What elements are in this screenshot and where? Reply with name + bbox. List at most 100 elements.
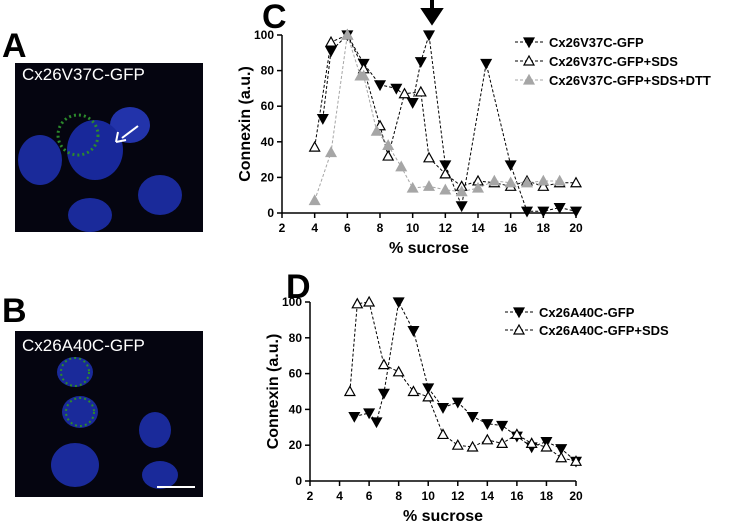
y-tick-label: 0 xyxy=(295,474,302,488)
x-tick-label: 18 xyxy=(537,221,551,235)
x-tick-label: 16 xyxy=(504,221,518,235)
marker xyxy=(504,160,517,172)
marker xyxy=(373,80,387,92)
marker xyxy=(555,451,568,463)
marker xyxy=(439,167,452,179)
x-tick-label: 6 xyxy=(344,221,351,235)
x-tick-label: 4 xyxy=(311,221,318,235)
legend-marker xyxy=(512,307,526,319)
marker xyxy=(466,411,479,423)
marker xyxy=(451,438,464,450)
marker xyxy=(520,176,534,188)
legend-marker xyxy=(522,73,536,85)
x-tick-label: 2 xyxy=(307,489,314,503)
marker xyxy=(555,444,568,456)
y-tick-label: 0 xyxy=(267,206,274,220)
marker xyxy=(341,28,354,40)
marker xyxy=(395,160,408,172)
y-tick-label: 80 xyxy=(289,331,303,345)
image-caption: Cx26A40C-GFP xyxy=(22,336,145,355)
legend-label: Cx26V37C-GFP xyxy=(549,35,644,50)
marker xyxy=(377,388,390,400)
marker xyxy=(363,408,376,420)
marker xyxy=(363,295,376,307)
marker xyxy=(343,385,356,397)
marker xyxy=(451,397,464,409)
marker xyxy=(382,139,395,150)
marker xyxy=(370,124,383,136)
x-tick-label: 8 xyxy=(395,489,402,503)
panel-letter: B xyxy=(2,292,27,330)
marker xyxy=(407,385,420,397)
marker xyxy=(414,57,427,68)
marker xyxy=(520,206,534,218)
legend-label: Cx26A40C-GFP xyxy=(539,305,635,320)
x-axis-label: % sucrose xyxy=(389,240,469,257)
legend-marker xyxy=(512,323,526,335)
y-tick-label: 20 xyxy=(261,170,275,184)
marker xyxy=(436,428,450,440)
marker xyxy=(553,203,566,214)
x-tick-label: 18 xyxy=(540,489,554,503)
marker xyxy=(481,433,494,445)
marker xyxy=(392,365,405,377)
legend-marker xyxy=(522,54,536,66)
marker xyxy=(569,176,583,188)
marker xyxy=(316,114,329,125)
y-tick-label: 60 xyxy=(289,367,303,381)
marker xyxy=(406,181,419,193)
marker xyxy=(455,201,468,213)
marker xyxy=(357,69,370,81)
marker xyxy=(525,437,538,449)
marker xyxy=(407,326,420,337)
marker xyxy=(377,358,390,370)
x-tick-label: 10 xyxy=(406,221,420,235)
legend-marker xyxy=(522,37,536,49)
legend-label: Cx26V37C-GFP+SDS xyxy=(549,54,678,69)
panel-letter: D xyxy=(286,268,311,306)
marker xyxy=(504,176,517,188)
x-tick-label: 14 xyxy=(471,221,485,235)
image-caption: Cx26V37C-GFP xyxy=(22,65,145,84)
x-tick-label: 20 xyxy=(569,221,583,235)
marker xyxy=(481,419,494,430)
panel-letter: A xyxy=(2,27,27,65)
marker xyxy=(422,383,435,395)
marker xyxy=(439,160,452,172)
y-axis-label: Connexin (a.u.) xyxy=(237,66,254,182)
marker xyxy=(510,428,523,440)
marker xyxy=(351,297,364,309)
micrograph xyxy=(15,331,203,497)
x-tick-label: 14 xyxy=(481,489,495,503)
x-tick-label: 4 xyxy=(336,489,343,503)
x-tick-label: 10 xyxy=(422,489,436,503)
series-line xyxy=(322,34,577,212)
legend-label: Cx26V37C-GFP+SDS+DTT xyxy=(549,73,711,88)
marker xyxy=(496,420,509,432)
x-axis-label: % sucrose xyxy=(403,508,483,523)
y-tick-label: 40 xyxy=(261,135,275,149)
x-tick-label: 16 xyxy=(510,489,524,503)
marker xyxy=(422,180,436,191)
marker xyxy=(422,30,436,42)
marker xyxy=(537,206,550,218)
marker xyxy=(324,146,338,158)
marker xyxy=(439,183,452,195)
series-line xyxy=(349,301,577,462)
marker xyxy=(537,174,550,186)
marker xyxy=(569,206,583,218)
marker xyxy=(324,46,338,58)
y-tick-label: 60 xyxy=(261,99,275,113)
y-axis-label: Connexin (a.u.) xyxy=(265,334,282,450)
marker xyxy=(414,85,427,97)
y-tick-label: 100 xyxy=(282,295,302,309)
marker xyxy=(308,140,321,152)
marker xyxy=(348,411,361,423)
x-tick-label: 2 xyxy=(279,221,286,235)
micrograph xyxy=(15,63,203,232)
arrow xyxy=(420,0,444,26)
marker xyxy=(480,58,493,70)
marker xyxy=(436,403,450,414)
marker xyxy=(496,437,509,449)
